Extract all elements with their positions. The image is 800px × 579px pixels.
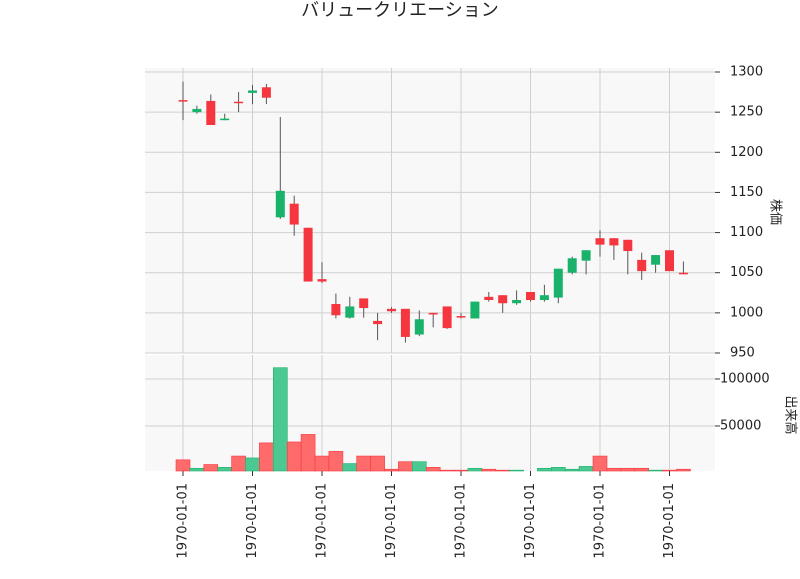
- volume-bar: [398, 461, 413, 472]
- candle-body: [373, 320, 383, 325]
- candle-body: [400, 308, 410, 337]
- candle-body: [553, 268, 563, 298]
- candle-body: [206, 100, 216, 125]
- candle-body: [609, 238, 619, 246]
- volume-tick-label: 100000: [720, 371, 770, 386]
- x-tick-label: 1970-01-01: [384, 483, 399, 559]
- price-panel: [145, 68, 715, 353]
- candle-body: [678, 272, 688, 275]
- candle-body: [178, 100, 188, 102]
- candle-body: [526, 291, 535, 301]
- y-tick-label: 1100: [730, 225, 763, 240]
- volume-bar: [217, 467, 232, 472]
- volume-bar: [370, 455, 385, 472]
- volume-bar: [634, 467, 650, 472]
- y-axis-label: 株価: [768, 199, 783, 225]
- x-tick-label: 1970-01-01: [454, 483, 469, 559]
- candle-body: [470, 301, 480, 319]
- candle-body: [442, 306, 452, 329]
- x-tick-label: 1970-01-01: [176, 483, 191, 559]
- candle-body: [261, 87, 271, 98]
- candle-body: [484, 296, 494, 301]
- volume-bar: [592, 455, 608, 472]
- volume-bar: [245, 457, 260, 472]
- candle-body: [220, 118, 230, 121]
- volume-tick-label: 50000: [720, 418, 761, 433]
- volume-bar: [509, 469, 524, 472]
- x-tick-label: 1970-01-01: [662, 483, 677, 559]
- candle-body: [359, 298, 369, 309]
- y-tick-label: 1250: [730, 105, 763, 120]
- volume-bar: [300, 434, 316, 472]
- volume-bar: [564, 468, 580, 472]
- volume-bar: [231, 455, 246, 472]
- volume-bar: [189, 467, 205, 472]
- candle-body: [456, 316, 466, 318]
- volume-bar: [467, 467, 483, 472]
- volume-bar: [481, 468, 497, 472]
- volume-bar: [620, 467, 636, 472]
- candle-body: [651, 255, 661, 265]
- candle-body: [498, 295, 508, 304]
- volume-bar: [342, 463, 358, 472]
- volume-bar: [578, 466, 594, 472]
- y-tick-label: 1200: [730, 145, 763, 160]
- candle-body: [387, 308, 396, 312]
- candle-body: [345, 306, 355, 318]
- candle-body: [428, 312, 438, 315]
- volume-bar: [384, 468, 399, 472]
- y-tick-label: 1150: [730, 185, 763, 200]
- candle-body: [275, 190, 285, 218]
- volume-axis-label: 出来高: [783, 395, 799, 434]
- candle-body: [414, 319, 424, 335]
- candle-body: [665, 250, 674, 272]
- volume-bar: [606, 467, 622, 472]
- volume-bar: [411, 461, 427, 472]
- volume-bar: [676, 468, 691, 472]
- volume-bar: [648, 469, 663, 472]
- volume-bar: [453, 469, 469, 472]
- volume-bar: [550, 467, 566, 472]
- x-tick-label: 1970-01-01: [593, 483, 608, 559]
- candle-body: [234, 101, 244, 104]
- candle-body: [581, 250, 591, 261]
- candle-body: [512, 300, 522, 304]
- chart-title: バリュークリエーション: [301, 0, 499, 21]
- candle-body: [248, 90, 257, 93]
- candle-body: [331, 304, 341, 316]
- volume-bar: [259, 442, 274, 472]
- y-tick-label: 950: [730, 346, 755, 361]
- candle-body: [637, 259, 647, 272]
- candle-body: [623, 239, 633, 252]
- candle-body: [289, 203, 299, 225]
- volume-bar: [356, 455, 372, 472]
- y-tick-label: 1300: [730, 65, 763, 80]
- volume-bar: [314, 455, 330, 472]
- volume-bar: [425, 467, 441, 472]
- candle-body: [567, 258, 577, 273]
- candle-body: [192, 108, 202, 113]
- volume-bar: [286, 441, 302, 472]
- y-tick-label: 1050: [730, 265, 763, 280]
- candle-body: [303, 227, 313, 282]
- x-tick-label: 1970-01-01: [315, 483, 330, 559]
- y-tick-label: 1000: [730, 305, 763, 320]
- volume-bar: [175, 459, 191, 472]
- candle-body: [595, 238, 605, 245]
- x-tick-label: 1970-01-01: [523, 483, 538, 559]
- candle-body: [317, 279, 327, 282]
- volume-panel: [145, 355, 715, 471]
- volume-bar: [439, 469, 455, 472]
- volume-bar: [203, 464, 219, 472]
- volume-bar: [328, 451, 344, 472]
- volume-bar: [495, 469, 511, 472]
- volume-bar: [662, 469, 677, 472]
- volume-bar: [537, 467, 552, 472]
- candle-body: [539, 295, 549, 301]
- volume-bar: [272, 367, 288, 472]
- x-tick-label: 1970-01-01: [245, 483, 260, 559]
